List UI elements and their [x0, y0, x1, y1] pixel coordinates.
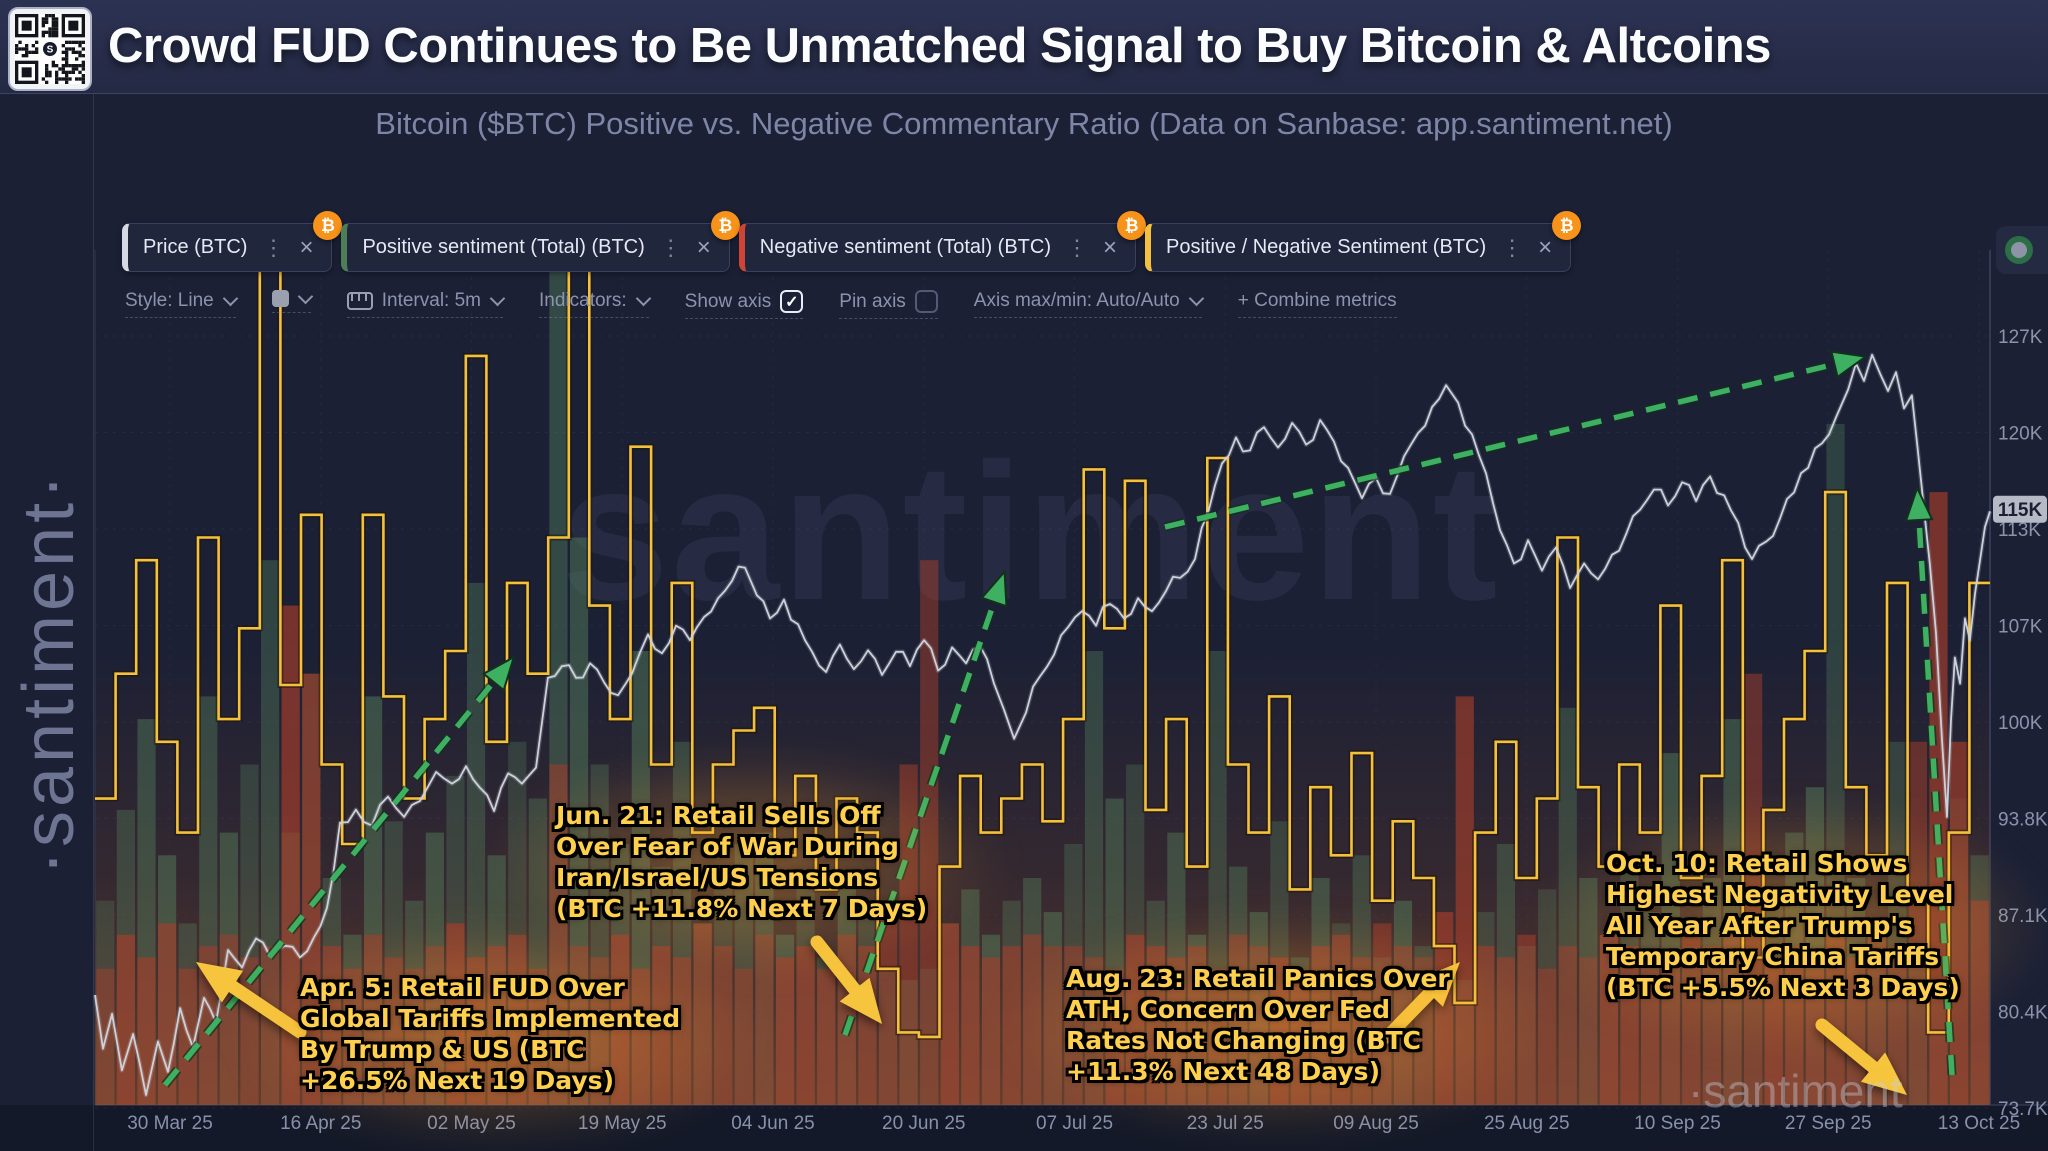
checkbox-checked-icon[interactable]: ✓	[780, 290, 804, 313]
negative-bars	[96, 492, 1989, 1106]
ratio-line	[95, 262, 1990, 1040]
svg-text:04 Jun 25: 04 Jun 25	[731, 1113, 814, 1134]
metric-tab-label: Negative sentiment (Total) (BTC)	[759, 236, 1051, 258]
style-selector[interactable]: Style: Line	[125, 290, 239, 318]
y-axis-labels: 127K 120K 113K 107K 100K 93.8K 87.1K 80.4K 73.7K	[1998, 327, 2048, 1120]
trend-arrows	[161, 350, 1957, 1088]
bitcoin-badge-icon: ₿	[710, 211, 740, 240]
live-indicator-button[interactable]	[1996, 226, 2048, 274]
kebab-menu-icon[interactable]: ⋮	[659, 234, 682, 260]
chevron-down-icon	[222, 290, 239, 307]
svg-text:87.1K: 87.1K	[1998, 906, 2048, 927]
annotation-aug-23: Aug. 23: Retail Panics Over ATH, Concern …	[1066, 964, 1450, 1086]
sidebar-watermark: ·santiment·	[9, 470, 89, 875]
svg-text:23 Jul 25: 23 Jul 25	[1187, 1113, 1264, 1134]
metric-tab-negative-sentiment[interactable]: Negative sentiment (Total) (BTC) ⋮ × ₿	[738, 211, 1146, 272]
annotation-arrows	[196, 935, 1907, 1095]
left-rail	[0, 0, 94, 1151]
annotation-glow	[1536, 798, 2048, 1058]
kebab-menu-icon[interactable]: ⋮	[262, 234, 285, 260]
svg-text:02 May 25: 02 May 25	[427, 1113, 516, 1134]
chevron-down-icon	[1188, 290, 1204, 307]
header-bar	[0, 0, 2048, 94]
chart-subtitle: Bitcoin ($BTC) Positive vs. Negative Com…	[375, 106, 1673, 141]
chevron-down-icon	[489, 290, 506, 307]
svg-text:80.4K: 80.4K	[1998, 1003, 2048, 1024]
current-price-badge: 115K	[1993, 495, 2047, 523]
svg-text:09 Aug 25: 09 Aug 25	[1333, 1113, 1419, 1134]
svg-text:30 Mar 25: 30 Mar 25	[127, 1113, 213, 1134]
color-swatch-selector[interactable]	[271, 288, 314, 313]
svg-text:13 Oct 25: 13 Oct 25	[1938, 1113, 2020, 1134]
page-title: Crowd FUD Continues to Be Unmatched Sign…	[108, 19, 1771, 73]
bitcoin-badge-icon: ₿	[1552, 211, 1582, 240]
svg-text:113K: 113K	[1998, 520, 2041, 541]
corner-watermark: ·santiment	[1688, 1065, 1903, 1117]
svg-text:107K: 107K	[1998, 617, 2043, 638]
annotation-glow	[230, 922, 770, 1150]
kebab-menu-icon[interactable]: ⋮	[1501, 234, 1524, 260]
center-watermark: santiment	[560, 423, 1500, 641]
metric-tabs: Price (BTC) ⋮ × ₿ Positive sentiment (To…	[122, 211, 1582, 272]
svg-text:10 Sep 25: 10 Sep 25	[1634, 1113, 1721, 1134]
chevron-down-icon	[635, 290, 651, 307]
annotation-glow	[996, 913, 1556, 1141]
checkbox-unchecked-icon[interactable]	[914, 290, 938, 313]
qr-code: S	[8, 7, 92, 91]
price-line	[92, 352, 1993, 1098]
indicators-selector[interactable]: Indicators:	[539, 290, 651, 318]
metric-tab-positive-sentiment[interactable]: Positive sentiment (Total) (BTC) ⋮ × ₿	[341, 211, 740, 272]
svg-text:73.7K: 73.7K	[1998, 1099, 2048, 1120]
svg-text:25 Aug 25: 25 Aug 25	[1484, 1113, 1570, 1134]
kebab-menu-icon[interactable]: ⋮	[1065, 234, 1088, 260]
x-axis-labels: 30 Mar 25 16 Apr 25 02 May 25 19 May 25 04 J…	[127, 1113, 2020, 1134]
svg-text:20 Jun 25: 20 Jun 25	[882, 1113, 965, 1134]
annotation-glow	[486, 750, 1011, 978]
svg-text:19 May 25: 19 May 25	[578, 1113, 667, 1134]
chevron-down-icon	[297, 288, 314, 304]
annotation-jun-21: Jun. 21: Retail Sells Off Over Fear of Wa…	[556, 801, 928, 923]
annotation-apr-5: Apr. 5: Retail FUD Over Global Tariffs Im…	[300, 973, 681, 1095]
svg-text:07 Jul 25: 07 Jul 25	[1036, 1113, 1113, 1134]
svg-text:127K: 127K	[1998, 327, 2043, 348]
close-icon[interactable]: ×	[1102, 233, 1117, 261]
close-icon[interactable]: ×	[299, 233, 314, 261]
bitcoin-badge-icon: ₿	[313, 211, 343, 240]
svg-text:27 Sep 25: 27 Sep 25	[1785, 1113, 1872, 1134]
pin-axis-toggle[interactable]: Pin axis	[839, 290, 938, 319]
axis-maxmin-selector[interactable]: Axis max/min: Auto/Auto	[973, 290, 1204, 318]
color-swatch-icon	[271, 290, 289, 307]
bitcoin-badge-icon: ₿	[1117, 211, 1146, 240]
svg-text:16 Apr 25: 16 Apr 25	[280, 1113, 361, 1134]
svg-text:115K: 115K	[1998, 500, 2043, 521]
interval-selector[interactable]: Interval: 5m	[346, 290, 506, 318]
show-axis-toggle[interactable]: Show axis ✓	[684, 290, 804, 319]
svg-text:S: S	[47, 45, 54, 56]
ruler-icon	[346, 292, 373, 310]
close-icon[interactable]: ×	[696, 233, 711, 261]
svg-text:120K: 120K	[1998, 424, 2043, 445]
check-icon: ✓	[785, 293, 799, 311]
annotation-oct-10: Oct. 10: Retail Shows Highest Negativity …	[1606, 849, 1960, 1002]
metric-tab-label: Positive sentiment (Total) (BTC)	[362, 236, 645, 258]
combine-metrics-button[interactable]: + Combine metrics	[1237, 290, 1397, 318]
close-icon[interactable]: ×	[1538, 233, 1553, 261]
chart-toolbar: Style: Line Interval: 5m Indicators: Sho…	[125, 288, 1397, 319]
record-ring-icon	[2005, 236, 2033, 264]
metric-tab-label: Positive / Negative Sentiment (BTC)	[1166, 236, 1487, 258]
metric-tab-price[interactable]: Price (BTC) ⋮ × ₿	[122, 211, 343, 272]
svg-text:93.8K: 93.8K	[1998, 810, 2048, 831]
metric-tab-pos-neg-ratio[interactable]: Positive / Negative Sentiment (BTC) ⋮ × …	[1145, 211, 1582, 272]
svg-text:100K: 100K	[1998, 713, 2043, 734]
x-axis-strip	[0, 1105, 2048, 1151]
metric-tab-label: Price (BTC)	[143, 236, 248, 258]
qr-code-icon: S	[15, 14, 85, 84]
